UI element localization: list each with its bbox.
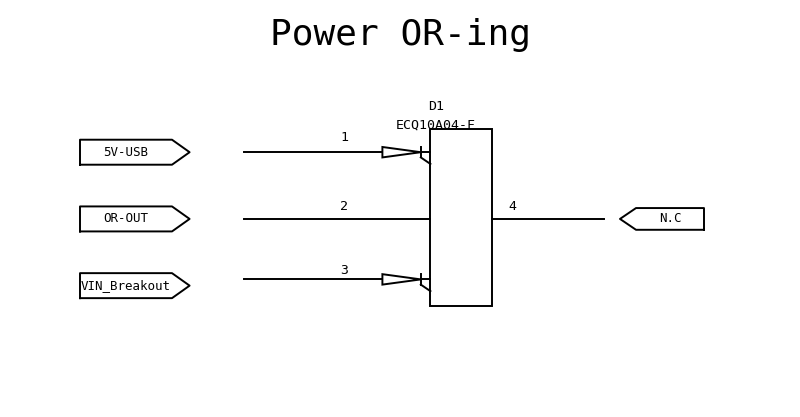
Text: 1: 1 [340, 131, 348, 144]
Text: 2: 2 [340, 200, 348, 213]
Text: N.C: N.C [658, 212, 682, 226]
Text: ECQ10A04-F: ECQ10A04-F [396, 118, 476, 132]
Text: VIN_Breakout: VIN_Breakout [81, 279, 171, 292]
Text: 3: 3 [340, 264, 348, 277]
Text: OR-OUT: OR-OUT [103, 212, 149, 226]
Text: Power OR-ing: Power OR-ing [270, 18, 530, 53]
Text: 4: 4 [508, 200, 516, 213]
Text: D1: D1 [428, 100, 444, 113]
Text: 5V-USB: 5V-USB [103, 146, 149, 159]
